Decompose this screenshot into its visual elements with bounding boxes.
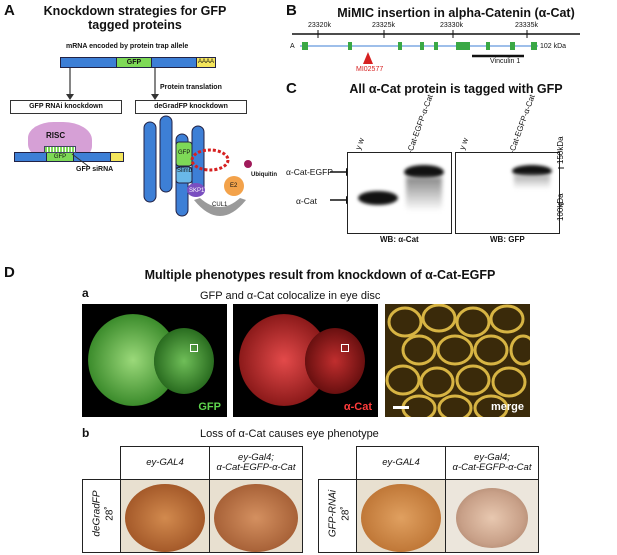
tick-label-2: 23325k xyxy=(372,22,395,29)
subpanel-a-letter: a xyxy=(82,286,89,300)
gfp-image: GFP xyxy=(82,304,227,417)
subpanel-b-title: Loss of α-Cat causes eye phenotype xyxy=(200,428,379,440)
eye-image-3 xyxy=(356,479,446,553)
col-header-4: ey-Gal4; α-Cat-EGFP-α-Cat xyxy=(445,446,539,480)
mrna-gfp-segment: GFP xyxy=(116,57,152,68)
marker-150: 150kDa xyxy=(556,136,565,164)
rnai-polya xyxy=(110,152,124,162)
panel-d-letter: D xyxy=(4,264,15,281)
row-label-degradfp: deGradFP 28˚ xyxy=(82,479,121,553)
merge-cells xyxy=(385,304,530,417)
band-lower-label: α-Cat xyxy=(296,196,317,206)
col-header-4-text: ey-Gal4; α-Cat-EGFP-α-Cat xyxy=(452,451,532,474)
rnai-box: GFP RNAi knockdown xyxy=(10,100,122,114)
row-label-gfp-rnai-line2: 28˚ xyxy=(340,506,352,521)
acat-image-label: α-Cat xyxy=(343,401,372,413)
risc-label: RISC xyxy=(46,131,66,140)
panel-a-arrows xyxy=(66,68,159,100)
col-header-2-line2: α-Cat-EGFP-α-Cat xyxy=(216,462,296,473)
genome-track xyxy=(292,30,580,64)
row-label-gfp-rnai: GFP-RNAi 28˚ xyxy=(318,479,357,553)
degradfp-cartoon xyxy=(143,115,252,217)
merge-image: merge xyxy=(385,304,530,417)
lane-label-3: y w xyxy=(457,136,471,151)
smear-lane4 xyxy=(514,175,550,189)
row-label-gfp-rnai-line1: GFP-RNAi xyxy=(327,489,339,538)
band-acat-lane1 xyxy=(358,191,398,205)
eye-1 xyxy=(125,484,205,552)
western-blot-gfp xyxy=(455,152,560,234)
tick-label-4: 23335k xyxy=(515,22,538,29)
eye-image-1 xyxy=(120,479,210,553)
vinculin-domain-label: Vinculin 1 xyxy=(490,58,521,65)
slimb-label: Slimb xyxy=(177,168,193,174)
eye-image-4 xyxy=(445,479,539,553)
gfp-cartoon-label: GFP xyxy=(178,150,191,156)
protein-translation-label: Protein translation xyxy=(160,84,222,91)
band-acat-egfp-lane2 xyxy=(404,165,444,179)
degrad-box: deGradFP knockdown xyxy=(135,100,247,114)
band-upper-label: α-Cat-EGFP xyxy=(286,167,333,177)
subpanel-b-letter: b xyxy=(82,426,90,440)
panel-b-letter: B xyxy=(286,2,297,19)
col-header-3-text: ey-GAL4 xyxy=(382,456,420,468)
wb-acat-label: WB: α-Cat xyxy=(380,235,419,244)
gfp-disc-lobe xyxy=(154,328,214,394)
col-header-1-text: ey-GAL4 xyxy=(146,456,184,468)
lane-label-4: α-Cat-EGFP-α-Cat xyxy=(505,93,537,159)
mimic-insertion-label: MI02577 xyxy=(356,66,384,73)
mrna-polya: AAAA xyxy=(196,57,216,68)
marker-ticks xyxy=(558,167,564,205)
eye-3 xyxy=(361,484,441,552)
eye-4 xyxy=(456,488,528,548)
panel-b-title: MiMIC insertion in alpha-Catenin (α-Cat) xyxy=(337,6,575,20)
col-header-2-text: ey-Gal4; α-Cat-EGFP-α-Cat xyxy=(216,451,296,474)
merge-image-label: merge xyxy=(490,401,524,413)
lane-label-1: y w xyxy=(353,136,367,151)
row-label-degradfp-line2: 28˚ xyxy=(104,506,116,521)
e2-label: E2 xyxy=(230,183,238,189)
wb-gfp-label: WB: GFP xyxy=(490,235,525,244)
subpanel-a-title: GFP and α-Cat colocalize in eye disc xyxy=(200,290,381,302)
western-blot-acat xyxy=(347,152,452,234)
eye-2 xyxy=(214,484,298,552)
sirna-label: GFP siRNA xyxy=(76,166,114,173)
eye-image-2 xyxy=(209,479,303,553)
panel-a-title-line1: Knockdown strategies for GFP xyxy=(43,4,227,18)
gene-size-label: 102 kDa xyxy=(540,43,567,50)
panel-a-title-line2: tagged proteins xyxy=(88,18,182,32)
acat-disc-lobe xyxy=(305,328,365,394)
sirna-strand xyxy=(44,146,76,153)
panel-d-title: Multiple phenotypes result from knockdow… xyxy=(144,268,496,282)
ubiquitin-label: Ubiquitin xyxy=(251,172,277,178)
col-header-4-line1: ey-Gal4; xyxy=(474,451,510,463)
cul1-label: CUL1 xyxy=(212,202,228,208)
panel-c-letter: C xyxy=(286,80,297,97)
acat-roi-box xyxy=(341,344,349,352)
skp1-label: SKP1 xyxy=(189,188,205,194)
row-label-degradfp-line1: deGradFP xyxy=(91,490,103,537)
band-gfp-lane4 xyxy=(512,165,552,177)
mrna-label: mRNA encoded by protein trap allele xyxy=(66,43,189,50)
col-header-3: ey-GAL4 xyxy=(356,446,446,480)
scale-bar xyxy=(393,406,409,409)
gfp-roi-box xyxy=(190,344,198,352)
panel-a-title: Knockdown strategies for GFP tagged prot… xyxy=(30,4,240,32)
col-header-2-line1: ey-Gal4; xyxy=(238,451,274,463)
tick-label-3: 23330k xyxy=(440,22,463,29)
marker-100: 100kDa xyxy=(556,193,565,221)
sirna-pointer xyxy=(71,153,89,167)
gfp-image-label: GFP xyxy=(198,401,221,413)
col-header-1: ey-GAL4 xyxy=(120,446,210,480)
gene-label: A xyxy=(290,43,295,50)
panel-a-letter: A xyxy=(4,2,15,19)
col-header-4-line2: α-Cat-EGFP-α-Cat xyxy=(452,462,532,473)
panel-c-title: All α-Cat protein is tagged with GFP xyxy=(349,82,563,96)
col-header-2: ey-Gal4; α-Cat-EGFP-α-Cat xyxy=(209,446,303,480)
tick-label-1: 23320k xyxy=(308,22,331,29)
lane-label-2: α-Cat-EGFP-α-Cat xyxy=(403,93,435,159)
smear-lane2 xyxy=(406,177,442,211)
acat-image: α-Cat xyxy=(233,304,378,417)
